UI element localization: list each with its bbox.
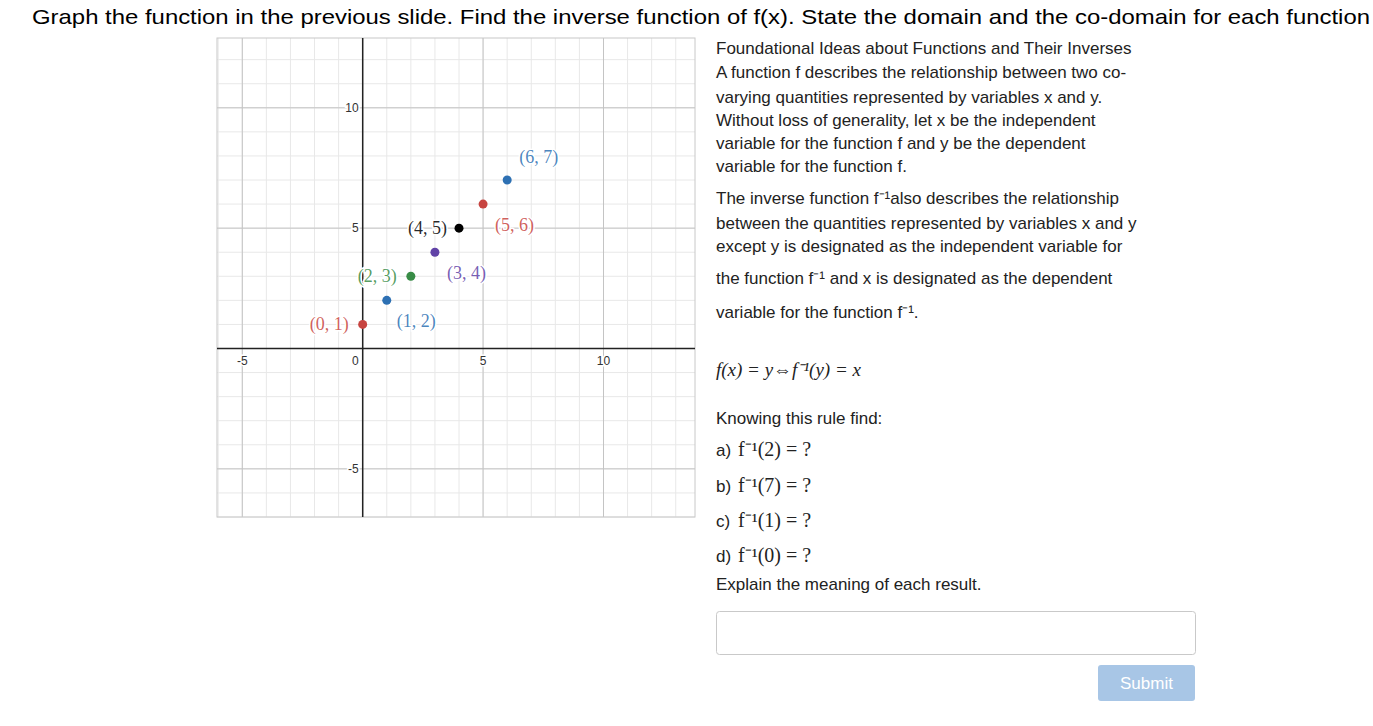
x-axis (217, 348, 695, 350)
point-label: (2, 3) (358, 266, 397, 287)
minor-grid (217, 324, 695, 325)
panel-text: variable for the function f and y be the… (716, 134, 1086, 153)
point-label: (4, 5) (408, 218, 447, 239)
question-expr: f⁻¹(0) = ? (738, 544, 811, 567)
y-tick-label: 10 (345, 101, 359, 115)
point (382, 296, 391, 305)
minor-grid (217, 107, 695, 108)
prompt: Knowing this rule find: (716, 409, 882, 428)
point (430, 248, 439, 257)
point (406, 272, 415, 281)
question-expr: f⁻¹(2) = ? (738, 438, 811, 461)
point-label: (5, 6) (495, 215, 534, 236)
minor-grid (217, 131, 695, 132)
answer-input[interactable] (717, 612, 1196, 655)
x-tick-label: 10 (597, 354, 611, 368)
x-tick-label: 0 (352, 354, 359, 368)
minor-grid (217, 204, 695, 205)
panel-text: A function f describes the relationship … (716, 63, 1126, 82)
y-tick-label: 5 (352, 221, 359, 235)
minor-grid (217, 444, 695, 445)
point-label: (0, 1) (310, 314, 349, 335)
panel-text: Foundational Ideas about Functions and T… (716, 39, 1132, 58)
point (455, 224, 464, 233)
grid-line (242, 38, 243, 517)
submit-button-bg[interactable] (1098, 665, 1195, 701)
point-label: (6, 7) (519, 147, 558, 168)
submit-button[interactable]: Submit (1098, 665, 1195, 701)
panel-text: Without loss of generality, let x be the… (716, 111, 1096, 130)
question-label: c) (716, 512, 730, 531)
panel-text: except y is designated as the independen… (716, 237, 1123, 256)
y-tick-label: -5 (348, 462, 359, 476)
x-tick-label: -5 (237, 354, 248, 368)
minor-grid (217, 492, 695, 493)
instruction: Explain the meaning of each result. (716, 575, 982, 594)
question-expr: f⁻¹(1) = ? (738, 509, 811, 532)
panel-text: variable for the function f. (716, 157, 907, 176)
point-label: (3, 4) (447, 263, 486, 284)
minor-grid (217, 59, 695, 60)
panel-text: the function f⁻¹ and x is designated as … (716, 269, 1113, 288)
question-label: d) (716, 547, 731, 566)
minor-grid (217, 468, 695, 469)
grid-line (603, 38, 604, 517)
minor-grid (217, 420, 695, 421)
minor-grid (217, 83, 695, 84)
plot-frame (217, 38, 695, 517)
point-label: (1, 2) (397, 311, 436, 332)
page: Graph the function in the previous slide… (0, 0, 1373, 726)
grid-line (217, 107, 695, 108)
question-expr: f⁻¹(7) = ? (738, 474, 811, 497)
minor-grid (217, 300, 695, 301)
minor-grid (603, 38, 604, 517)
minor-grid (217, 372, 695, 373)
minor-grid (217, 180, 695, 181)
panel-text: varying quantities represented by variab… (716, 88, 1102, 107)
minor-grid (242, 38, 243, 517)
panel-text: between the quantities represented by va… (716, 214, 1137, 233)
point (479, 200, 488, 209)
question-label: a) (716, 441, 731, 460)
minor-grid (217, 396, 695, 397)
question-label: b) (716, 477, 731, 496)
x-tick-label: 5 (480, 354, 487, 368)
point (503, 176, 512, 185)
grid-line (217, 468, 695, 469)
panel-text: variable for the function f⁻¹. (716, 303, 919, 322)
title: Graph the function in the previous slide… (32, 5, 1370, 28)
rule: f(x) = y⇔f⁻¹(y) = x (716, 359, 862, 381)
panel-text: The inverse function f⁻¹also describes t… (716, 189, 1119, 208)
submit-button-label[interactable]: Submit (1120, 674, 1173, 693)
minor-grid (217, 348, 695, 349)
minor-grid (217, 155, 695, 156)
plot-bg (217, 38, 695, 517)
point (358, 320, 367, 329)
minor-grid (217, 252, 695, 253)
points (358, 176, 511, 329)
grid (217, 38, 695, 517)
